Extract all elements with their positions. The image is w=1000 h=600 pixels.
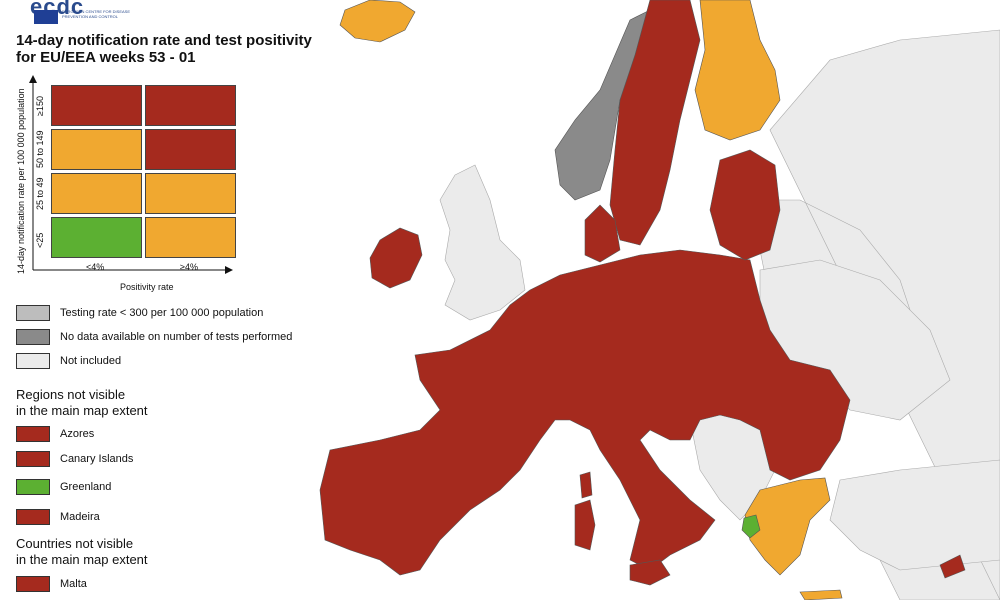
legend-label-no-data: No data available on number of tests per… bbox=[60, 331, 293, 343]
map-region-sweden bbox=[609, 0, 701, 246]
map-region-sicily bbox=[629, 559, 671, 586]
matrix-row-label-2: 50 to 149 bbox=[35, 130, 45, 168]
region-label-azores: Azores bbox=[60, 428, 95, 440]
legend-label-not-included: Not included bbox=[60, 355, 122, 367]
region-swatch-madeira bbox=[16, 509, 50, 525]
map-region-ireland bbox=[369, 227, 423, 289]
matrix-x-axis-label: Positivity rate bbox=[120, 282, 174, 292]
title-line-2: for EU/EEA weeks 53 - 01 bbox=[16, 49, 196, 66]
map-region-turkey bbox=[829, 459, 1000, 571]
ecdc-logo: ecdc EUROPEAN CENTRE FOR DISEASE PREVENT… bbox=[30, 0, 150, 26]
matrix-col-label-1: <4% bbox=[86, 262, 105, 272]
legend-swatch-no-data bbox=[16, 329, 50, 345]
matrix-axes bbox=[29, 75, 233, 274]
country-label-malta: Malta bbox=[60, 578, 87, 590]
map-region-uk bbox=[439, 164, 526, 321]
matrix-cell-r1c1 bbox=[51, 85, 142, 126]
map-title: 14-day notification rate and test positi… bbox=[16, 32, 312, 66]
matrix-cell-r4c1 bbox=[51, 217, 142, 258]
regions-heading: Regions not visible in the main map exte… bbox=[16, 387, 148, 419]
map-region-iceland bbox=[339, 0, 416, 43]
countries-heading-line-2: in the main map extent bbox=[16, 552, 148, 567]
countries-heading-line-1: Countries not visible bbox=[16, 536, 134, 551]
map-region-greece-green bbox=[741, 514, 761, 539]
title-line-1: 14-day notification rate and test positi… bbox=[16, 32, 312, 49]
legend-label-testing-rate: Testing rate < 300 per 100 000 populatio… bbox=[60, 307, 264, 319]
matrix-cell-r3c1 bbox=[51, 173, 142, 214]
matrix-cell-r1c2 bbox=[145, 85, 236, 126]
region-swatch-greenland bbox=[16, 479, 50, 495]
legend-swatch-not-included bbox=[16, 353, 50, 369]
legend-swatch-testing-rate bbox=[16, 305, 50, 321]
map-region-denmark bbox=[584, 204, 621, 263]
region-swatch-canary-islands bbox=[16, 451, 50, 467]
regions-heading-line-1: Regions not visible bbox=[16, 387, 126, 402]
map-region-corsica bbox=[579, 471, 593, 499]
matrix-row-label-1: ≥150 bbox=[35, 96, 45, 116]
matrix-cell-r4c2 bbox=[145, 217, 236, 258]
map-region-baltics bbox=[709, 149, 781, 261]
logo-subtext: EUROPEAN CENTRE FOR DISEASE PREVENTION A… bbox=[62, 9, 131, 19]
map-region-finland bbox=[694, 0, 781, 141]
map-region-sardinia bbox=[574, 499, 596, 551]
matrix-cell-r2c1 bbox=[51, 129, 142, 170]
matrix-cell-r2c2 bbox=[145, 129, 236, 170]
matrix-row-label-4: <25 bbox=[35, 232, 45, 248]
matrix-cell-r3c2 bbox=[145, 173, 236, 214]
matrix-row-label-3: 25 to 49 bbox=[35, 177, 45, 210]
eu-flag-icon bbox=[34, 10, 58, 24]
map-region-cyprus bbox=[939, 554, 966, 579]
region-label-canary-islands: Canary Islands bbox=[60, 453, 134, 465]
country-swatch-malta bbox=[16, 576, 50, 592]
region-label-madeira: Madeira bbox=[60, 511, 100, 523]
region-label-greenland: Greenland bbox=[60, 481, 112, 493]
matrix-col-label-2: ≥4% bbox=[180, 262, 198, 272]
regions-heading-line-2: in the main map extent bbox=[16, 403, 148, 418]
countries-heading: Countries not visible in the main map ex… bbox=[16, 536, 148, 568]
region-swatch-azores bbox=[16, 426, 50, 442]
map-region-crete bbox=[799, 589, 843, 600]
